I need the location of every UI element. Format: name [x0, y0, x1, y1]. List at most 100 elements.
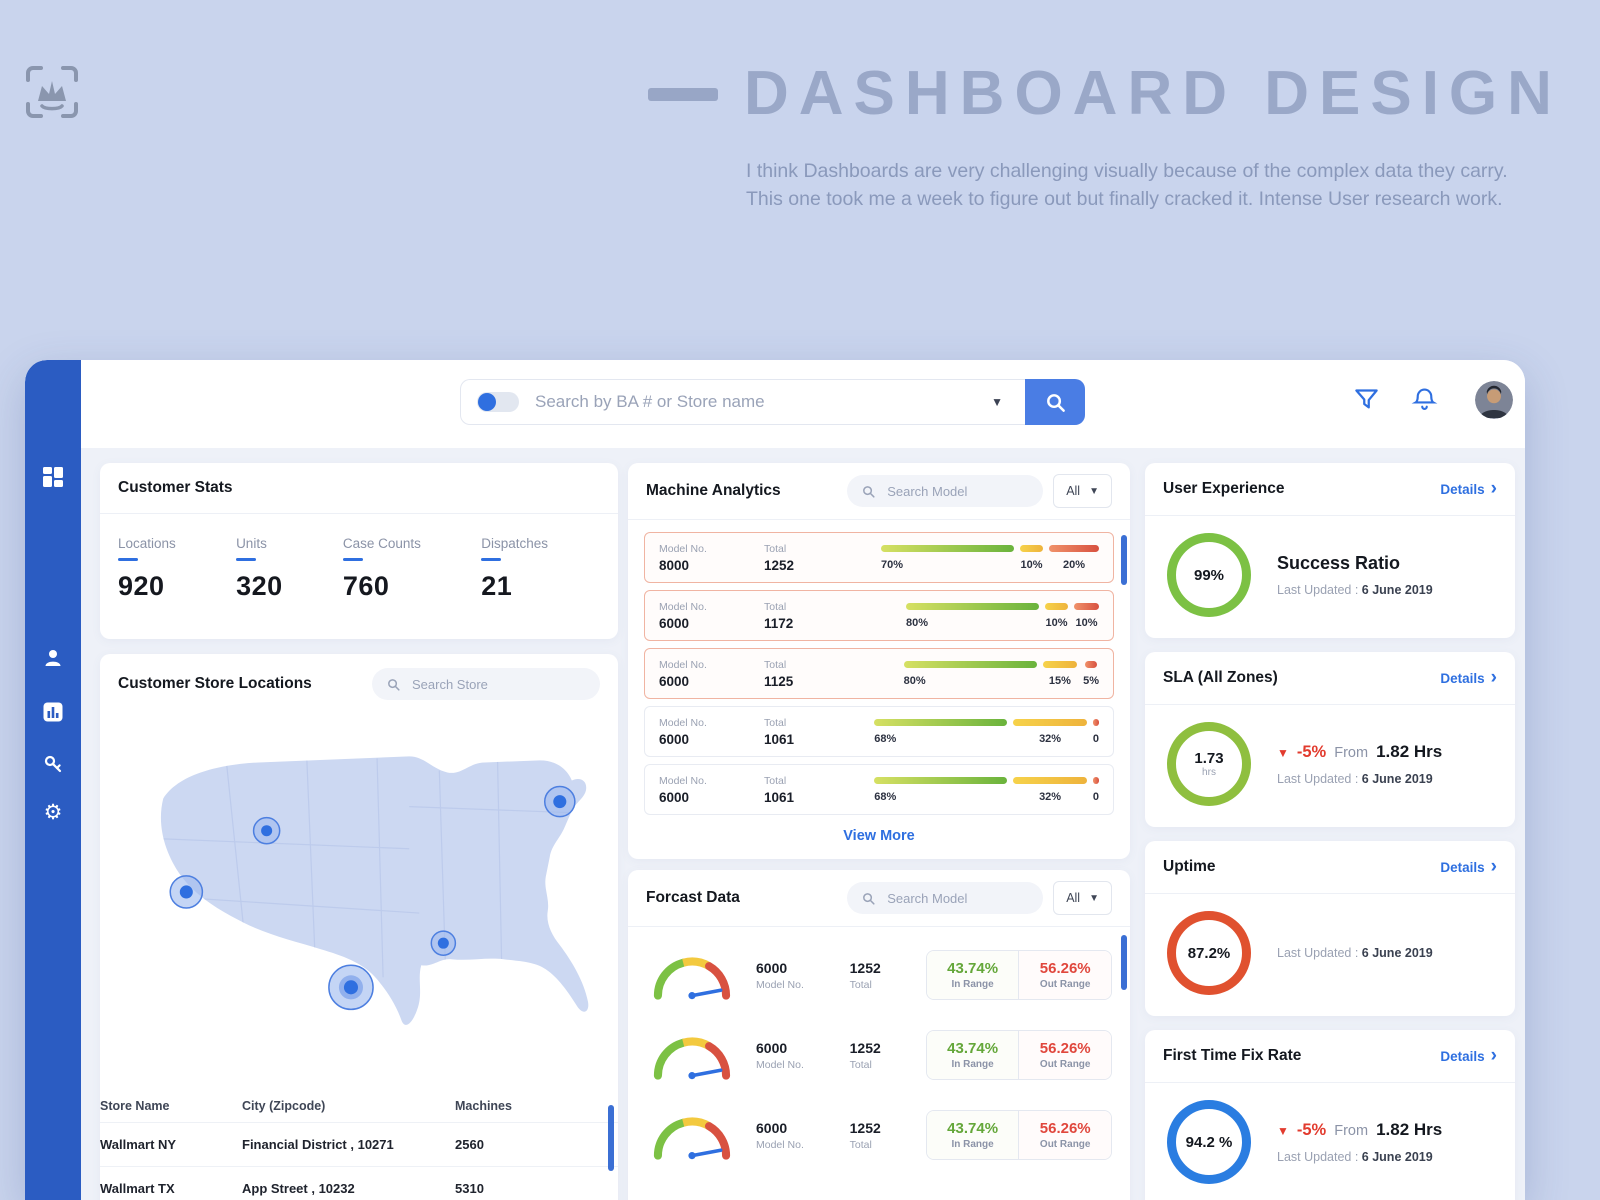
- col-store-name: Store Name: [100, 1099, 170, 1113]
- last-updated: Last Updated : 6 June 2019: [1277, 772, 1433, 786]
- store-search-input[interactable]: [410, 675, 534, 693]
- map-marker-mountain[interactable]: [252, 816, 281, 845]
- card-title: Forcast Data: [646, 889, 740, 906]
- gauge-icon: [653, 957, 731, 1000]
- page-description: I think Dashboards are very challenging …: [746, 160, 1508, 210]
- card-title: Machine Analytics: [646, 482, 781, 499]
- search-toggle[interactable]: [477, 392, 519, 412]
- chevron-right-icon: ›: [1490, 1044, 1497, 1066]
- in-range-bar: [906, 602, 1039, 610]
- table-scrollbar[interactable]: [608, 1105, 614, 1171]
- machine-row[interactable]: Model No. 6000 Total 1125 80% 15% 5%: [644, 648, 1114, 699]
- dashboard-icon[interactable]: [42, 466, 64, 488]
- key-icon[interactable]: [42, 754, 64, 776]
- forecast-row[interactable]: 6000 Model No. 1252 Total 43.74% In Range 5…: [646, 1095, 1112, 1175]
- table-row[interactable]: Wallmart TX App Street , 10232 5310: [100, 1166, 618, 1200]
- forecast-filter-select[interactable]: All ▼: [1053, 881, 1112, 915]
- card-title: User Experience: [1163, 480, 1285, 497]
- user-experience-card: User Experience Details › 99% Success Rat…: [1145, 463, 1515, 638]
- analytics-icon[interactable]: [42, 701, 64, 723]
- forecast-scrollbar[interactable]: [1121, 935, 1127, 990]
- filter-icon[interactable]: [1353, 386, 1380, 413]
- range-box: 43.74% In Range 56.26% Out Range: [925, 950, 1112, 1000]
- progress-bars: 80% 15% 5%: [856, 660, 1099, 687]
- critical-bar: [1084, 660, 1098, 668]
- topbar: ▼: [81, 360, 1525, 448]
- uptime-card: Uptime Details › 87.2% Last Updated : 6 J…: [1145, 841, 1515, 1016]
- model-search[interactable]: [847, 475, 1044, 507]
- machine-row[interactable]: Model No. 6000 Total 1061 68% 32% 0: [644, 764, 1114, 815]
- brand-logo-icon: [22, 62, 82, 122]
- table-row[interactable]: Wallmart NY Financial District , 10271 2…: [100, 1122, 618, 1167]
- map-marker-northeast[interactable]: [543, 785, 576, 818]
- chevron-right-icon: ›: [1490, 666, 1497, 688]
- details-link[interactable]: Details ›: [1440, 855, 1497, 877]
- machine-scrollbar[interactable]: [1121, 535, 1127, 585]
- fix-rate-ring: 94.2 %: [1167, 1100, 1251, 1184]
- progress-bars: 68% 32% 0: [856, 718, 1099, 745]
- critical-bar: [1092, 776, 1099, 784]
- details-link[interactable]: Details ›: [1440, 1044, 1497, 1066]
- stat-underline: [236, 558, 257, 561]
- map-marker-southeast[interactable]: [430, 930, 457, 956]
- progress-bars: 80% 10% 10%: [856, 602, 1099, 629]
- avatar[interactable]: [1475, 381, 1513, 419]
- chevron-down-icon: ▼: [1089, 892, 1099, 904]
- last-updated: Last Updated : 6 June 2019: [1277, 946, 1433, 960]
- view-more-link[interactable]: View More: [843, 828, 915, 844]
- map-marker-california[interactable]: [169, 875, 204, 909]
- settings-gear-icon[interactable]: ⚙: [43, 800, 63, 824]
- critical-bar: [1074, 602, 1099, 610]
- in-range-bar: [881, 544, 1014, 552]
- search-input[interactable]: [533, 391, 978, 413]
- machine-row[interactable]: Model No. 8000 Total 1252 70% 10% 20%: [644, 532, 1114, 583]
- details-link[interactable]: Details ›: [1440, 477, 1497, 499]
- range-box: 43.74% In Range 56.26% Out Range: [925, 1110, 1112, 1160]
- forecast-row[interactable]: 6000 Model No. 1252 Total 43.74% In Range 5…: [646, 1015, 1112, 1095]
- model-search-input[interactable]: [885, 482, 990, 500]
- store-search[interactable]: [372, 668, 600, 700]
- delta-line: ▼ -5% From 1.82 Hrs: [1277, 742, 1443, 761]
- machine-analytics-card: Machine Analytics All ▼ Mo: [628, 463, 1130, 859]
- search-dropdown-chevron-icon[interactable]: ▼: [991, 395, 1003, 409]
- machine-row[interactable]: Model No. 6000 Total 1061 68% 32% 0: [644, 706, 1114, 757]
- forecast-search-input[interactable]: [885, 889, 990, 907]
- card-title: Customer Store Locations: [118, 675, 312, 692]
- chevron-right-icon: ›: [1490, 477, 1497, 499]
- page-title: DASHBOARD DESIGN: [744, 59, 1562, 128]
- stat-units: Units 320: [236, 536, 283, 601]
- search-input-box[interactable]: ▼: [460, 379, 1025, 425]
- card-title: Customer Stats: [118, 479, 233, 496]
- search-button[interactable]: [1025, 379, 1085, 425]
- progress-bars: 70% 10% 20%: [856, 544, 1099, 571]
- range-box: 43.74% In Range 56.26% Out Range: [925, 1030, 1112, 1080]
- stat-dispatches: Dispatches 21: [481, 536, 548, 601]
- customer-stats-card: Customer Stats Locations 920 Units 320 C…: [100, 463, 618, 639]
- machine-row[interactable]: Model No. 6000 Total 1172 80% 10% 10%: [644, 590, 1114, 641]
- critical-bar: [1049, 544, 1099, 552]
- in-range-bar: [903, 660, 1037, 668]
- us-map: [100, 714, 618, 1090]
- users-icon[interactable]: [42, 647, 64, 669]
- map-marker-gulf[interactable]: [328, 964, 374, 1011]
- store-table: Store Name City (Zipcode) Machines Wallm…: [100, 1090, 618, 1200]
- forecast-row[interactable]: 6000 Model No. 1252 Total 43.74% In Range 5…: [646, 935, 1112, 1015]
- stat-underline: [481, 558, 502, 561]
- title-dash: [648, 88, 718, 101]
- chevron-down-icon: ▼: [1089, 485, 1099, 497]
- forecast-search[interactable]: [847, 882, 1044, 914]
- stat-locations: Locations 920: [118, 536, 176, 601]
- stat-underline: [118, 558, 138, 561]
- card-title: Uptime: [1163, 858, 1216, 875]
- in-range-bar: [874, 776, 1008, 784]
- search-icon: [863, 485, 875, 498]
- forecast-card: Forcast Data All ▼: [628, 870, 1130, 1200]
- sla-card: SLA (All Zones) Details › 1.73 hrs ▼ -5% F…: [1145, 652, 1515, 827]
- bell-icon[interactable]: [1411, 386, 1438, 413]
- details-link[interactable]: Details ›: [1440, 666, 1497, 688]
- filter-select[interactable]: All ▼: [1053, 474, 1112, 508]
- gauge-icon: [653, 1037, 731, 1080]
- sidebar: ⚙: [25, 360, 81, 1200]
- forecast-rows: 6000 Model No. 1252 Total 43.74% In Range 5…: [628, 927, 1130, 1175]
- store-locations-card: Customer Store Locations: [100, 654, 618, 1200]
